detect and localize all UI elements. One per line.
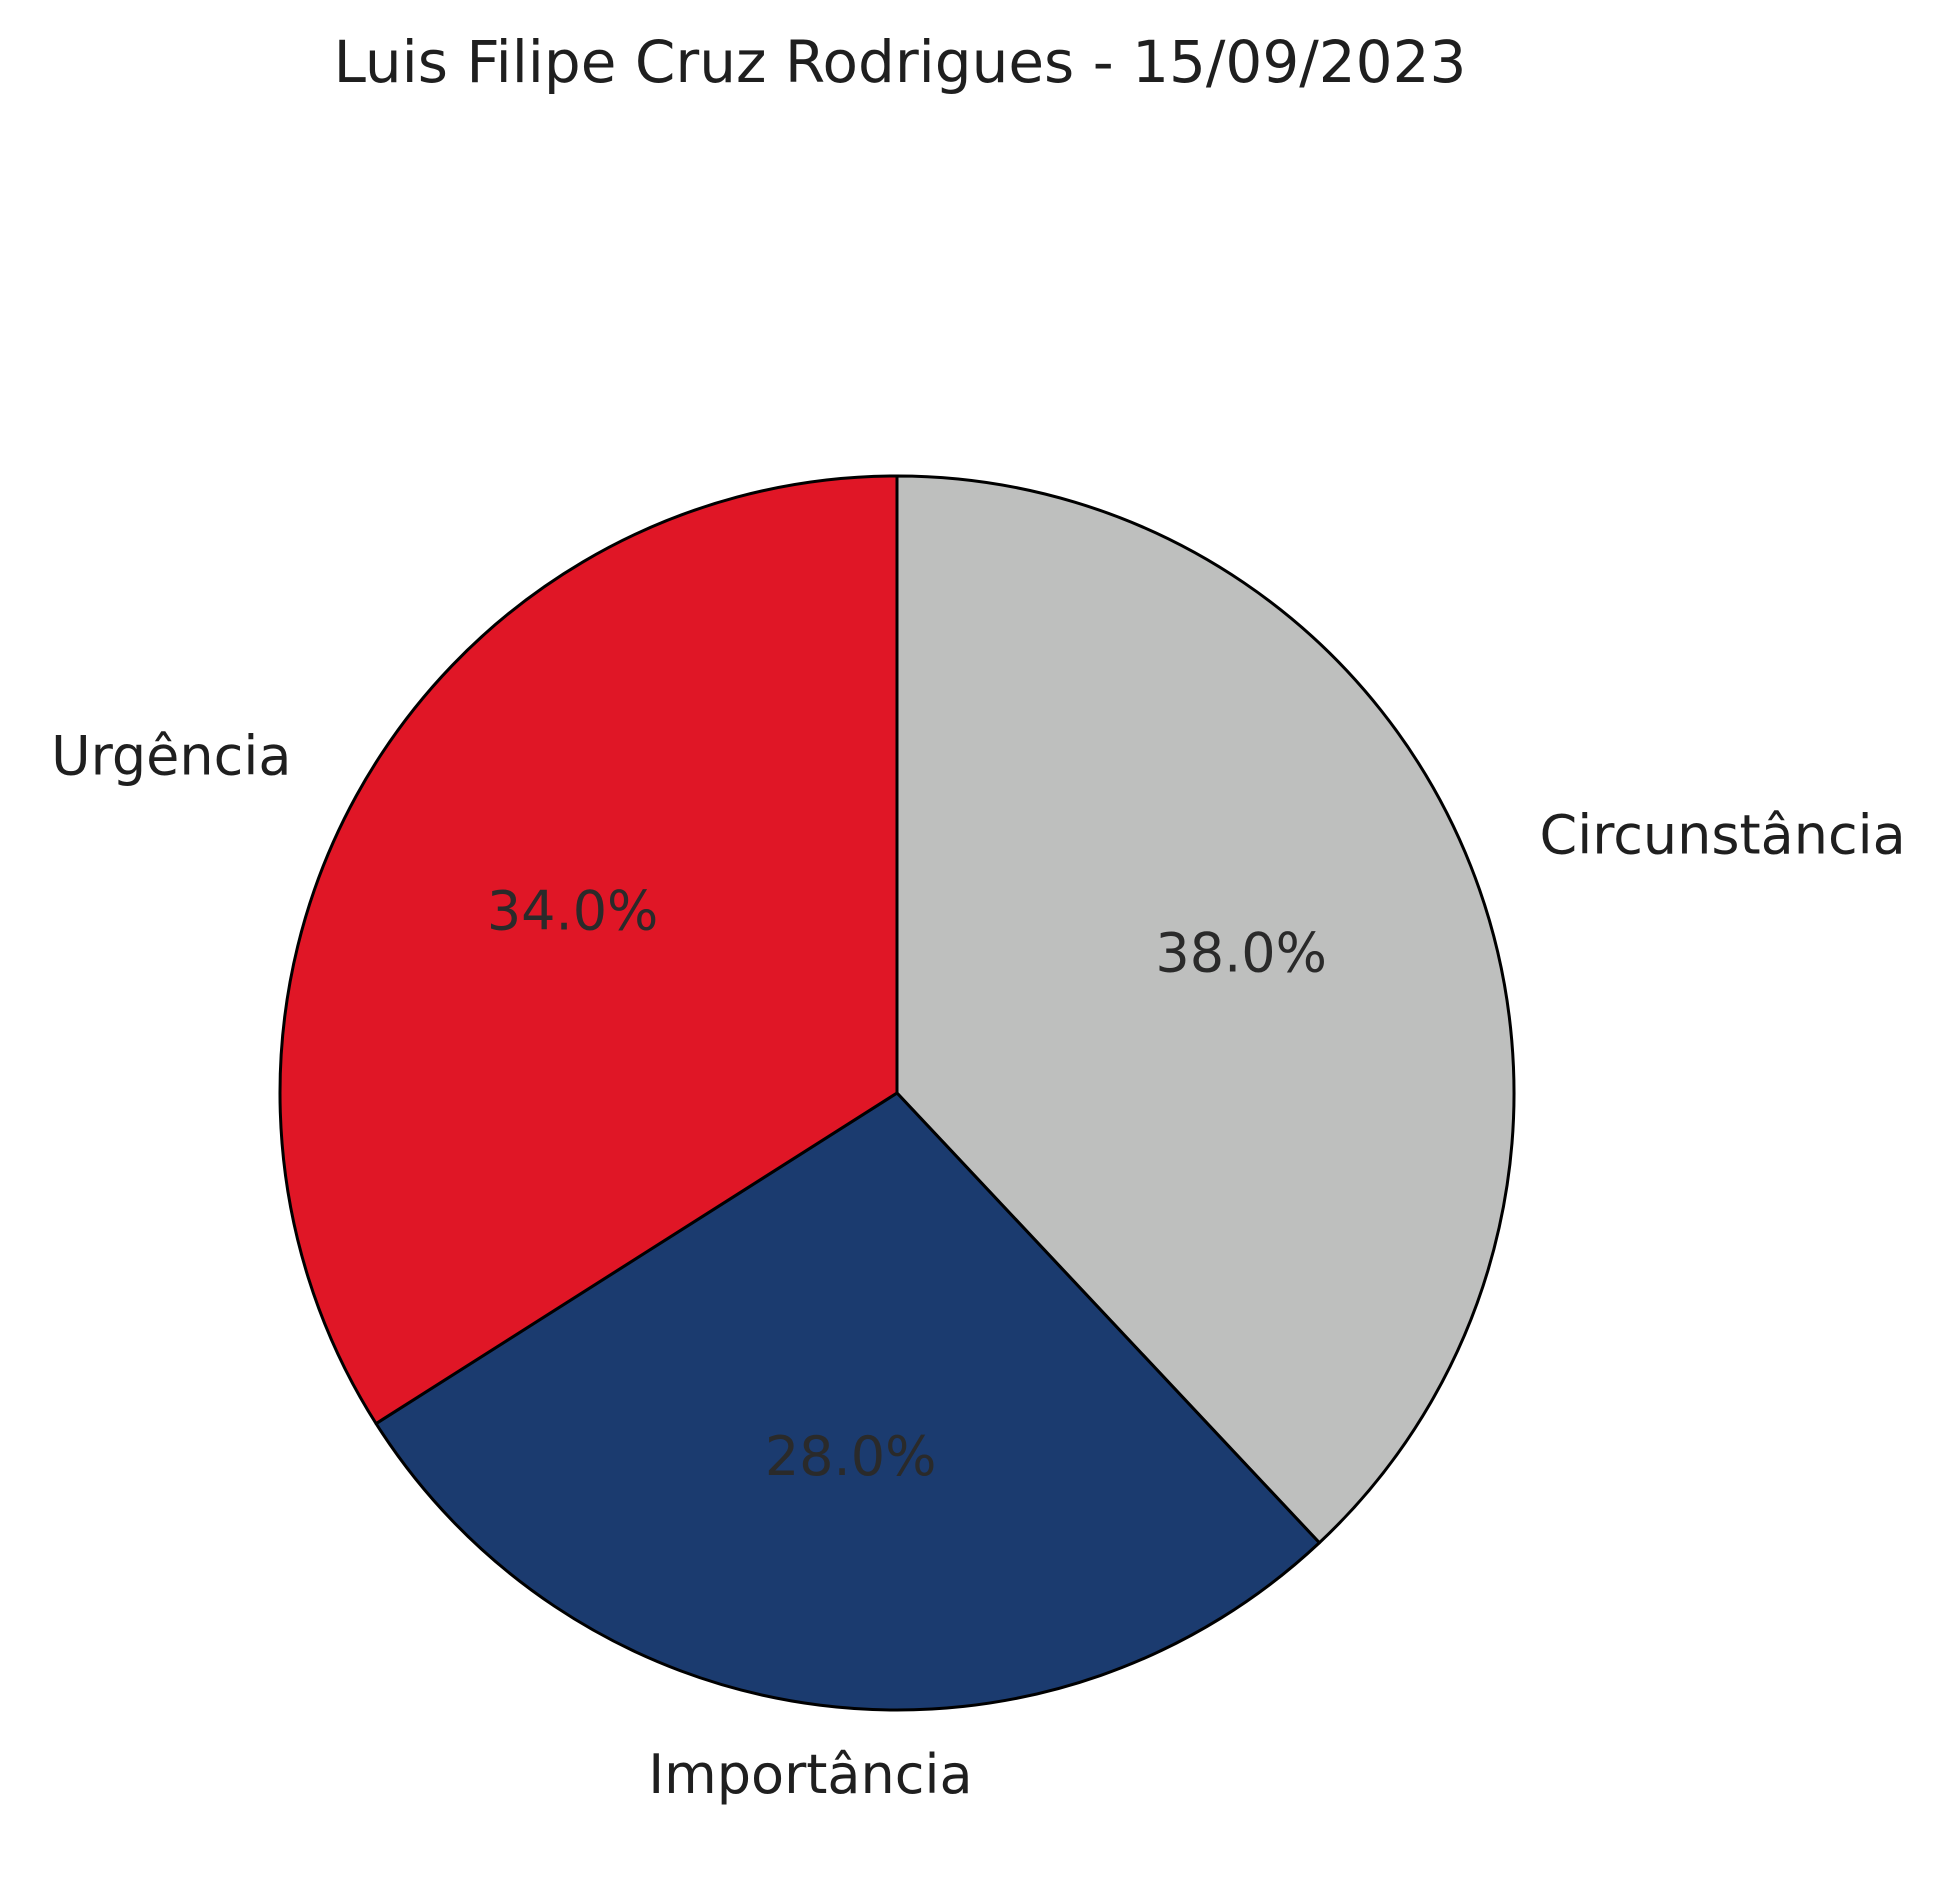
slice-label-urgencia: Urgência bbox=[51, 725, 291, 788]
pie-slices bbox=[278, 474, 1516, 1712]
slice-percent-importancia: 28.0% bbox=[765, 1425, 937, 1488]
slice-percent-urgencia: 34.0% bbox=[487, 879, 659, 942]
pie-slice-importancia bbox=[374, 1091, 1321, 1712]
chart-title: Luis Filipe Cruz Rodrigues - 15/09/2023 bbox=[334, 28, 1467, 96]
slice-label-circunstancia: Circunstância bbox=[1540, 803, 1906, 866]
pie-labels: Circunstância 38.0% Importância 28.0% Urgênc… bbox=[51, 725, 1906, 1807]
slice-percent-circunstancia: 38.0% bbox=[1155, 921, 1327, 984]
slice-label-importancia: Importância bbox=[648, 1743, 972, 1806]
pie-slice-urgencia bbox=[278, 474, 899, 1426]
pie-slice-circunstancia bbox=[895, 474, 1516, 1545]
